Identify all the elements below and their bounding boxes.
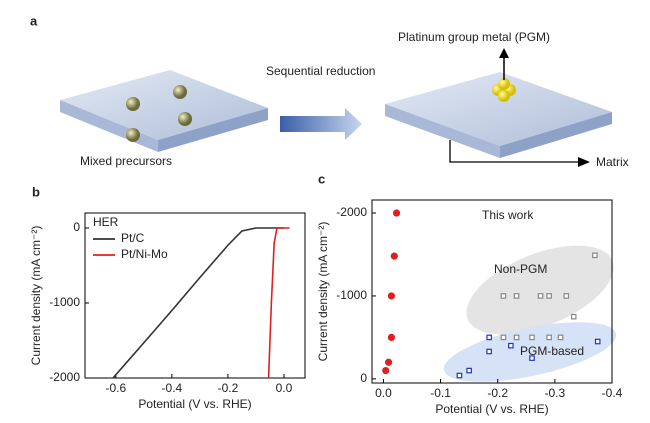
caption: Matrix <box>596 155 629 169</box>
point <box>508 342 514 349</box>
point <box>384 358 393 366</box>
x-axis-label: Potential (V vs. RHE) <box>435 402 548 416</box>
slab <box>60 70 268 140</box>
point <box>500 293 507 299</box>
point <box>382 366 390 375</box>
legend-label: Pt/Ni-Mo <box>121 247 168 261</box>
x-tick-label: -0.2 <box>487 386 508 400</box>
y-axis-label: Current density (mA cm⁻²) <box>29 226 43 366</box>
point <box>557 334 564 341</box>
point <box>486 334 492 341</box>
y-tick-label: -2000 <box>49 370 80 384</box>
pgm-cluster <box>492 78 516 102</box>
point <box>466 367 472 374</box>
legend-title: HER <box>93 215 119 229</box>
x-axis-label: Potential (V vs. RHE) <box>138 397 251 411</box>
series-label: PGM-based <box>520 344 584 358</box>
point <box>513 293 520 299</box>
x-tick-label: -0.4 <box>162 381 183 395</box>
caption: Platinum group metal (PGM) <box>398 30 550 44</box>
panel-label: a <box>30 13 38 28</box>
point <box>570 313 577 320</box>
point <box>500 334 507 341</box>
slab <box>385 72 612 146</box>
x-tick-label: 0.0 <box>375 386 392 400</box>
point <box>546 334 552 341</box>
point <box>392 209 401 217</box>
line-series <box>112 227 284 379</box>
slab-side <box>500 112 612 158</box>
axes-frame <box>371 199 613 384</box>
point <box>456 372 463 379</box>
x-tick-label: -0.2 <box>218 381 239 395</box>
y-tick-label: 0 <box>73 220 80 234</box>
panel-a: a Mixed precursors Sequential reduction … <box>30 13 629 169</box>
precursor <box>126 97 140 111</box>
shade <box>443 322 617 382</box>
point <box>513 334 520 341</box>
y-axis-label: Current density (mA cm⁻²) <box>316 222 330 362</box>
panel-label: c <box>318 171 325 186</box>
x-tick-label: -0.4 <box>602 386 623 400</box>
point <box>529 334 535 341</box>
y-tick-label: -1000 <box>336 288 367 302</box>
slab-side <box>385 104 500 158</box>
precursor <box>178 112 192 126</box>
line-series <box>267 227 290 379</box>
point <box>594 338 601 345</box>
x-tick-label: -0.1 <box>430 386 451 400</box>
arrow <box>449 140 580 163</box>
y-tick-label: -2000 <box>336 205 367 219</box>
point <box>390 252 398 260</box>
arrow <box>280 108 362 140</box>
shade <box>466 245 614 335</box>
point <box>529 355 535 361</box>
point <box>537 293 544 299</box>
x-tick-label: 0.0 <box>276 381 293 395</box>
series-label: This work <box>482 208 534 222</box>
arrowhead <box>499 48 509 58</box>
precursor <box>173 85 187 99</box>
point <box>592 252 598 259</box>
point <box>387 292 396 300</box>
series-label: Non-PGM <box>494 262 547 276</box>
legend-label: Pt/C <box>121 231 145 245</box>
point <box>387 333 396 341</box>
precursor <box>126 128 140 142</box>
slab-side <box>158 108 268 152</box>
point <box>486 348 492 355</box>
caption: Sequential reduction <box>266 64 375 78</box>
x-tick-label: -0.3 <box>545 386 566 400</box>
caption: Mixed precursors <box>80 154 172 168</box>
axes-frame <box>84 212 306 379</box>
arrowhead <box>578 157 590 167</box>
point <box>546 293 552 299</box>
point <box>563 293 570 299</box>
y-tick-label: -1000 <box>49 295 80 309</box>
panel-label: b <box>32 184 40 199</box>
x-tick-label: -0.6 <box>105 381 126 395</box>
y-tick-label: 0 <box>360 371 367 385</box>
